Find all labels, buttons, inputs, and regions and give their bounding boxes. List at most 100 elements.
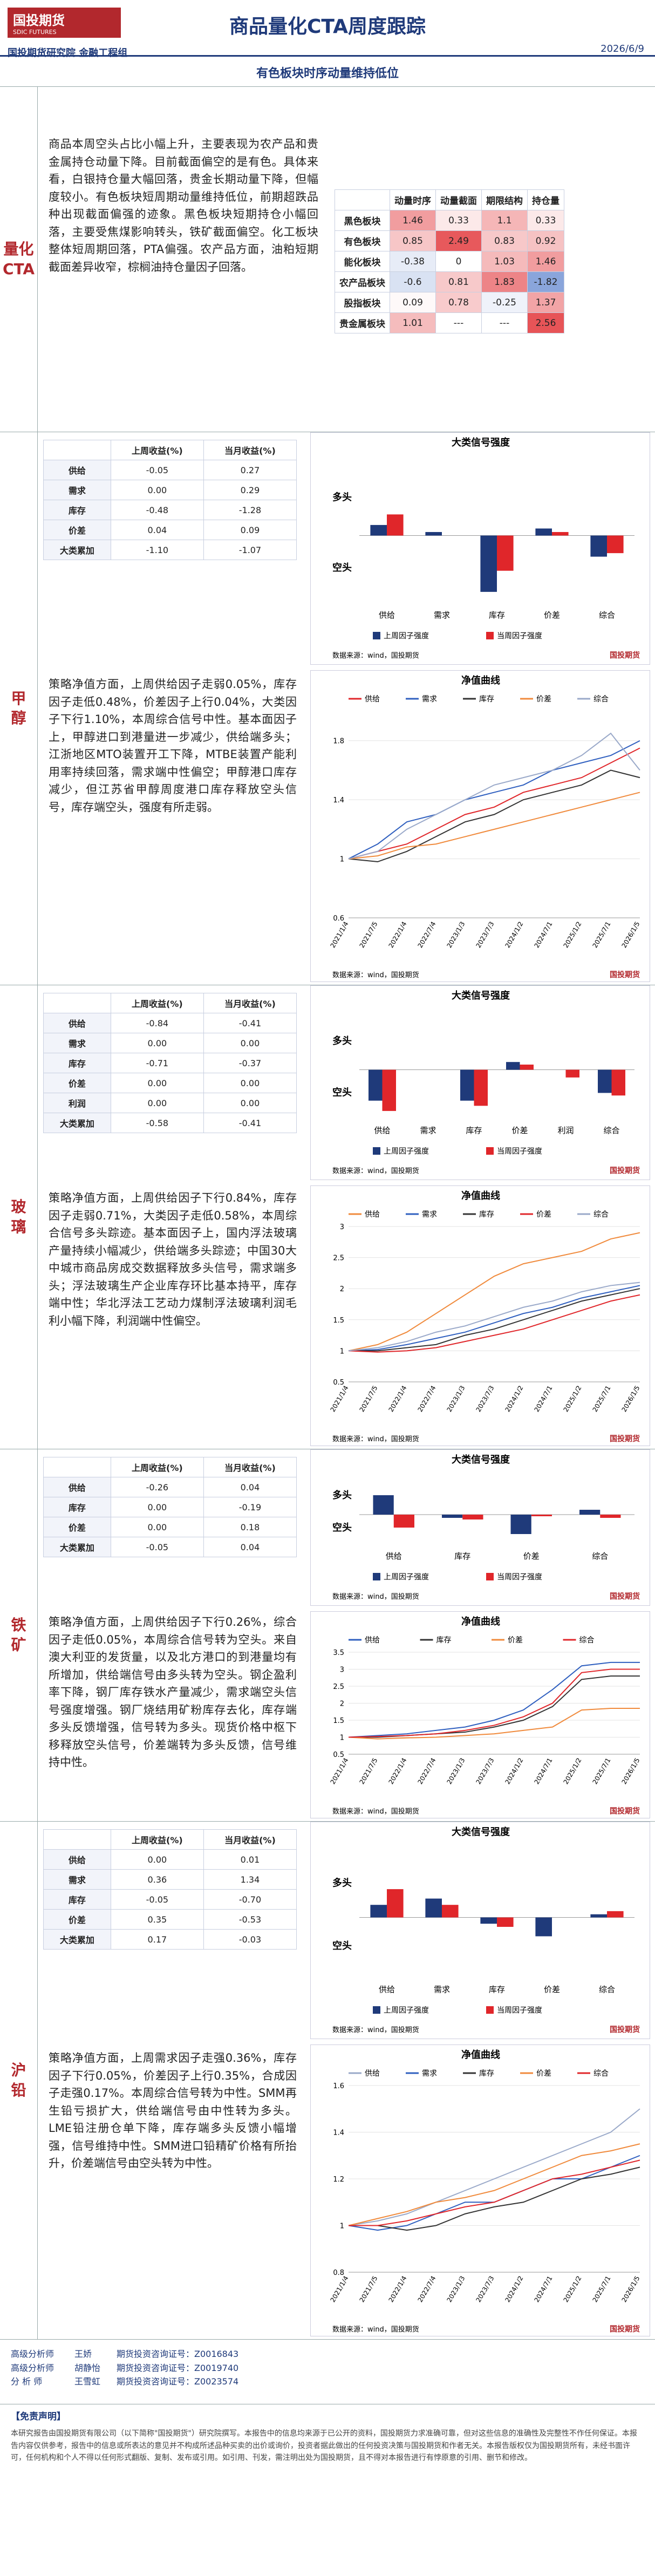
y-tick-label: 2.5 [333,1683,344,1691]
legend-swatch [486,1147,494,1155]
y-tick-label: 0.5 [333,1751,344,1759]
table-cell: -0.03 [203,1929,297,1950]
table-cell: -0.48 [110,500,204,520]
category-label: 价差 [511,1126,528,1135]
x-tick-label: 2021/1/4 [329,2275,350,2304]
table-cell: 2.56 [527,312,564,333]
table-header-row: 上周收益(%) 当月收益(%) [43,993,297,1013]
table-row: 供给 -0.05 0.27 [43,460,297,480]
x-tick-label: 2022/7/4 [417,921,438,950]
legend-label: 价差 [536,2069,551,2078]
table-cell: -0.71 [110,1053,204,1073]
analyst-role: 分 析 师 [11,2376,43,2387]
table-row: 库存 -0.71 -0.37 [43,1053,297,1073]
net-value-line [348,769,640,863]
chart-title: 大类信号强度 [452,1826,510,1838]
row-name: 黑色板块 [335,210,390,231]
y-tick-label: 2 [340,1700,344,1708]
analyst-name: 王雪虹 [74,2376,101,2387]
bar [531,1515,552,1516]
cta-text: 商品本周空头占比小幅上升，主要表现为农产品和贵金属持仓动量下降。目前截面偏空的是… [49,138,318,274]
table-cell: 0.33 [527,210,564,231]
table-cell: -0.25 [481,292,528,313]
bar [370,524,387,536]
chart-logo: 国投期货 [610,1592,640,1601]
table-row: 需求 0.00 0.00 [43,1033,297,1053]
table-cell: 0.81 [435,271,482,292]
table-cell: -0.70 [203,1889,297,1910]
legend-swatch [486,1573,494,1580]
row-name: 供给 [43,1013,111,1033]
x-tick-label: 2022/1/4 [387,2275,408,2304]
table-cell: 0.09 [390,292,436,313]
y-tick-label: 3 [340,1223,344,1231]
legend-label: 需求 [422,2069,437,2078]
row-name: 价差 [43,1517,111,1537]
table-cell: 0.04 [203,1537,297,1557]
net-value-line [348,740,640,860]
chart-title: 净值曲线 [461,674,500,686]
bar [480,535,497,592]
table-header: 当月收益(%) [203,1457,297,1477]
commodity-section: 沪铅 上周收益(%) 当月收益(%) 供给 0.00 0.01 需求 0.36 1.34 库存 -0… [0,1821,655,2339]
net-value-line [348,747,640,860]
table-row: 价差 0.35 -0.53 [43,1909,297,1930]
table-header: 当月收益(%) [203,993,297,1013]
source: 数据来源：wind，国投期货 [332,971,419,979]
x-tick-label: 2024/1/2 [504,1385,525,1414]
table-cell: 0.17 [110,1929,204,1950]
category-label: 供给 [374,1126,390,1135]
legend-swatch [486,2006,494,2014]
banner: 有色板块时序动量维持低位 [256,67,399,80]
table-row: 大类累加 0.17 -0.03 [43,1929,297,1950]
legend-label: 上周因子强度 [384,2006,429,2015]
legend-label: 当周因子强度 [497,632,542,640]
legend-label: 综合 [593,2069,609,2078]
category-label: 库存 [489,610,505,620]
table-row: 库存 -0.05 -0.70 [43,1889,297,1910]
table-header: 上周收益(%) [110,1829,204,1850]
x-tick-label: 2025/7/1 [591,1757,612,1786]
section-label: 铁矿 [0,1449,38,1821]
row-name: 利润 [43,1093,111,1113]
source: 数据来源：wind，国投期货 [332,651,419,660]
pos-label: 多头 [332,1877,352,1889]
legend-swatch [373,1573,380,1580]
table-cell: -1.28 [203,500,297,520]
table-cell: 0.04 [203,1477,297,1497]
row-name: 库存 [43,500,111,520]
bar [462,1515,483,1519]
bar [565,1069,579,1078]
table-box: 上周收益(%) 当月收益(%) 供给 -0.26 0.04 库存 0.00 -0.19 价差 0.… [43,1457,297,1557]
table-row: 大类累加 -1.10 -1.07 [43,540,297,560]
analyst-name: 胡静怡 [74,2362,101,2373]
analyst-cert: 期货投资咨询证号：Z0019740 [117,2362,239,2373]
category-label: 综合 [599,1985,615,1994]
net-value-line [348,1661,640,1738]
chart-logo: 国投期货 [610,651,640,660]
chart-title: 净值曲线 [461,2049,500,2061]
table-row: 大类累加 -0.58 -0.41 [43,1113,297,1133]
table-row: 供给 -0.84 -0.41 [43,1013,297,1033]
table-cell: 0.00 [110,1033,204,1053]
row-name: 价差 [43,1909,111,1930]
table-cell: 0.18 [203,1517,297,1537]
table-cell: 1.46 [527,251,564,272]
pos-label: 多头 [332,1489,352,1501]
x-tick-label: 2022/1/4 [387,1385,408,1414]
chart-logo: 国投期货 [610,2325,640,2334]
pos-label: 多头 [332,491,352,503]
legend-label: 供给 [365,2069,380,2078]
legend-label: 供给 [365,1210,380,1219]
table-row: 农产品板块 -0.6 0.81 1.83 -1.82 [335,271,564,292]
net-value-line [348,1668,640,1738]
table-header-row: 上周收益(%) 当月收益(%) [43,1457,297,1477]
table-cell: 0.29 [203,480,297,500]
row-name: 股指板块 [335,292,390,313]
analyst-name: 王娇 [74,2349,92,2359]
report-date: 2026/6/9 [601,43,644,54]
